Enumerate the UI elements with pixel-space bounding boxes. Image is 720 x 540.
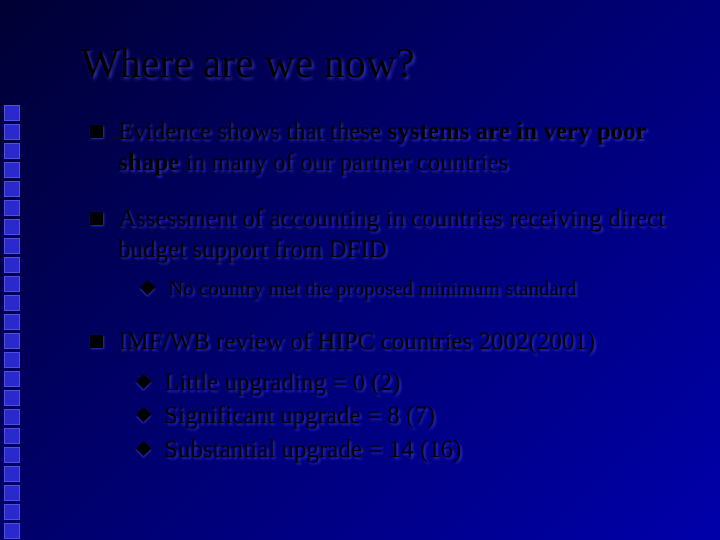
deco-square bbox=[4, 181, 20, 197]
deco-square bbox=[4, 504, 20, 520]
bullet-item-1: Evidence shows that these systems are in… bbox=[90, 116, 680, 179]
bullet-item-3: IMF/WB review of HIPC countries 2002(200… bbox=[90, 326, 680, 467]
deco-square bbox=[4, 352, 20, 368]
deco-square bbox=[4, 447, 20, 463]
bullet-3-sub-2-text: Significant upgrade = 8 (7) bbox=[164, 402, 435, 429]
deco-square bbox=[4, 162, 20, 178]
bullet-2-text: Assessment of accounting in countries re… bbox=[118, 205, 665, 263]
bullet-2-sub-1-text: No country met the proposed minimum stan… bbox=[168, 276, 576, 300]
deco-square bbox=[4, 314, 20, 330]
bullet-item-2: Assessment of accounting in countries re… bbox=[90, 203, 680, 303]
deco-square bbox=[4, 200, 20, 216]
bullet-3-text: IMF/WB review of HIPC countries 2002(200… bbox=[118, 328, 595, 355]
deco-square bbox=[4, 276, 20, 292]
deco-square bbox=[4, 466, 20, 482]
deco-square bbox=[4, 238, 20, 254]
bullet-2-sub-1: No country met the proposed minimum stan… bbox=[140, 275, 680, 302]
decorative-square-column bbox=[0, 105, 28, 540]
bullet-3-sub-1-text: Little upgrading = 0 (2) bbox=[164, 369, 400, 396]
deco-square bbox=[4, 485, 20, 501]
bullet-3-sub-2: Significant upgrade = 8 (7) bbox=[136, 399, 680, 433]
slide-title: Where are we now? bbox=[80, 40, 680, 88]
bullet-3-sub-3: Substantial upgrade = 14 (16) bbox=[136, 433, 680, 467]
deco-square bbox=[4, 105, 20, 121]
deco-square bbox=[4, 390, 20, 406]
deco-square bbox=[4, 219, 20, 235]
bullet-1-post: in many of our partner countries bbox=[179, 149, 508, 176]
deco-square bbox=[4, 371, 20, 387]
deco-square bbox=[4, 143, 20, 159]
bullet-3-sublist: Little upgrading = 0 (2) Significant upg… bbox=[118, 366, 680, 467]
slide-body: Where are we now? Evidence shows that th… bbox=[0, 0, 720, 467]
bullet-list: Evidence shows that these systems are in… bbox=[90, 116, 680, 467]
deco-square bbox=[4, 257, 20, 273]
deco-square bbox=[4, 333, 20, 349]
bullet-3-sub-1: Little upgrading = 0 (2) bbox=[136, 366, 680, 400]
deco-square bbox=[4, 428, 20, 444]
bullet-3-sub-3-text: Substantial upgrade = 14 (16) bbox=[164, 436, 461, 463]
deco-square bbox=[4, 124, 20, 140]
deco-square bbox=[4, 295, 20, 311]
bullet-2-sublist: No country met the proposed minimum stan… bbox=[118, 275, 680, 302]
deco-square bbox=[4, 523, 20, 539]
bullet-1-pre: Evidence shows that these bbox=[118, 118, 387, 145]
deco-square bbox=[4, 409, 20, 425]
